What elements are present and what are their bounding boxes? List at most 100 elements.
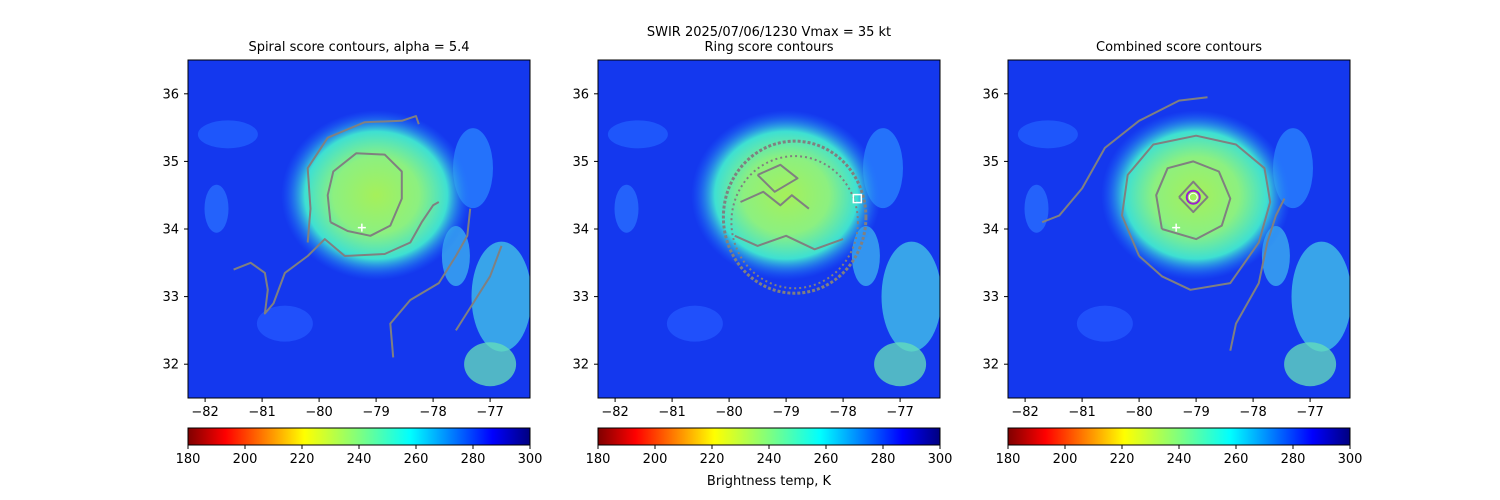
cloud-band xyxy=(204,184,229,233)
cloud-band xyxy=(1291,241,1350,352)
center-square-marker xyxy=(852,193,863,204)
colorbar-tick-label: 180 xyxy=(176,452,201,467)
cloud-band xyxy=(1017,120,1078,149)
colorbar xyxy=(187,427,531,446)
y-tick-label: 36 xyxy=(982,87,999,102)
contour-line xyxy=(740,190,810,210)
colorbar-label: Brightness temp, K xyxy=(707,474,832,489)
y-tick-label: 32 xyxy=(572,358,589,373)
y-tick-label: 32 xyxy=(982,358,999,373)
y-tick-label: 34 xyxy=(572,223,589,238)
center-plus-marker xyxy=(1172,223,1181,232)
colorbar-tick-label: 300 xyxy=(518,452,543,467)
storm-core xyxy=(281,110,472,281)
x-tick-label: −81 xyxy=(248,405,275,420)
cloud-band xyxy=(607,120,668,149)
x-tick-label: −77 xyxy=(476,405,503,420)
colorbar-tick-label: 220 xyxy=(700,452,725,467)
colorbar-tick-label: 280 xyxy=(871,452,896,467)
x-tick-label: −80 xyxy=(715,405,742,420)
x-tick-label: −81 xyxy=(658,405,685,420)
contour-line xyxy=(756,163,799,193)
colorbar xyxy=(1007,427,1351,446)
x-tick-label: −79 xyxy=(1182,405,1209,420)
x-tick-label: −78 xyxy=(419,405,446,420)
colorbar-tick-label: 200 xyxy=(643,452,668,467)
y-tick-label: 35 xyxy=(162,155,179,170)
colorbar-tick-label: 260 xyxy=(404,452,429,467)
cloud-band xyxy=(471,241,530,352)
colorbar-tick-label: 180 xyxy=(996,452,1021,467)
cloud-band xyxy=(614,184,639,233)
cloud-band xyxy=(881,241,940,352)
y-tick-label: 34 xyxy=(162,223,179,238)
colorbar-tick-label: 260 xyxy=(1224,452,1249,467)
panel-title: Combined score contours xyxy=(1096,40,1262,55)
y-tick-label: 33 xyxy=(572,290,589,305)
colorbar-tick-label: 300 xyxy=(1338,452,1363,467)
x-tick-label: −77 xyxy=(1296,405,1323,420)
contour-line xyxy=(1229,198,1286,351)
panel-title: Spiral score contours, alpha = 5.4 xyxy=(248,40,469,55)
x-tick-label: −80 xyxy=(1125,405,1152,420)
contour-line xyxy=(1121,134,1272,291)
center-plus-marker xyxy=(357,223,366,232)
ring-contour-boundary xyxy=(721,139,868,295)
contour-line xyxy=(326,152,403,237)
y-tick-label: 33 xyxy=(982,290,999,305)
colorbar-tick-label: 200 xyxy=(1053,452,1078,467)
x-tick-label: −79 xyxy=(772,405,799,420)
cloud-band xyxy=(256,305,313,342)
plot-area xyxy=(598,60,940,398)
panels: Spiral score contours, alpha = 5.4 −82 −81… xyxy=(162,40,1362,467)
panel-3: Combined score contours −82 −81 −80 −79 −78 −7… xyxy=(982,40,1362,467)
colorbar xyxy=(597,427,941,446)
panel-title: Ring score contours xyxy=(704,40,833,55)
colorbar-tick-label: 280 xyxy=(461,452,486,467)
colorbar-tick-label: 300 xyxy=(928,452,953,467)
cloud-band xyxy=(666,305,723,342)
x-tick-label: −82 xyxy=(601,405,628,420)
y-tick-label: 36 xyxy=(162,87,179,102)
contour-line xyxy=(734,234,844,251)
cloud-band xyxy=(1024,184,1049,233)
contour-line xyxy=(389,208,472,358)
cloud-band xyxy=(1284,342,1337,387)
contour-line xyxy=(306,115,420,243)
colorbar-tick-label: 220 xyxy=(290,452,315,467)
x-tick-label: −80 xyxy=(305,405,332,420)
colorbar-tick-label: 240 xyxy=(1167,452,1192,467)
colorbar-tick-label: 200 xyxy=(233,452,258,467)
colorbar-tick-label: 220 xyxy=(1110,452,1135,467)
storm-core xyxy=(1101,110,1292,281)
plot-area xyxy=(1008,60,1350,398)
contour-line xyxy=(1041,96,1208,224)
colorbar-tick-label: 240 xyxy=(347,452,372,467)
x-tick-label: −78 xyxy=(829,405,856,420)
center-circle-marker-outer xyxy=(1185,189,1201,205)
colorbar-tick-label: 240 xyxy=(757,452,782,467)
y-tick-label: 35 xyxy=(572,155,589,170)
x-tick-label: −79 xyxy=(362,405,389,420)
colorbar-tick-label: 280 xyxy=(1281,452,1306,467)
colorbar-tick-label: 260 xyxy=(814,452,839,467)
y-tick-label: 35 xyxy=(982,155,999,170)
plot-area xyxy=(188,60,530,398)
contour-line xyxy=(455,245,503,331)
y-tick-label: 32 xyxy=(162,358,179,373)
cloud-band xyxy=(197,120,258,149)
panel-1: Spiral score contours, alpha = 5.4 −82 −81… xyxy=(162,40,542,467)
y-tick-label: 33 xyxy=(162,290,179,305)
center-circle-marker-inner xyxy=(1188,192,1198,202)
ring-contour-inner xyxy=(730,155,859,290)
x-tick-label: −82 xyxy=(1011,405,1038,420)
panel-2: Ring score contours −82 −81 −80 −79 −78 −77 32 3… xyxy=(572,40,952,467)
y-tick-label: 34 xyxy=(982,223,999,238)
colorbar-tick-label: 180 xyxy=(586,452,611,467)
cloud-band xyxy=(464,342,517,387)
y-tick-label: 36 xyxy=(572,87,589,102)
cloud-band xyxy=(874,342,927,387)
x-tick-label: −82 xyxy=(191,405,218,420)
contour-line xyxy=(1155,160,1232,241)
